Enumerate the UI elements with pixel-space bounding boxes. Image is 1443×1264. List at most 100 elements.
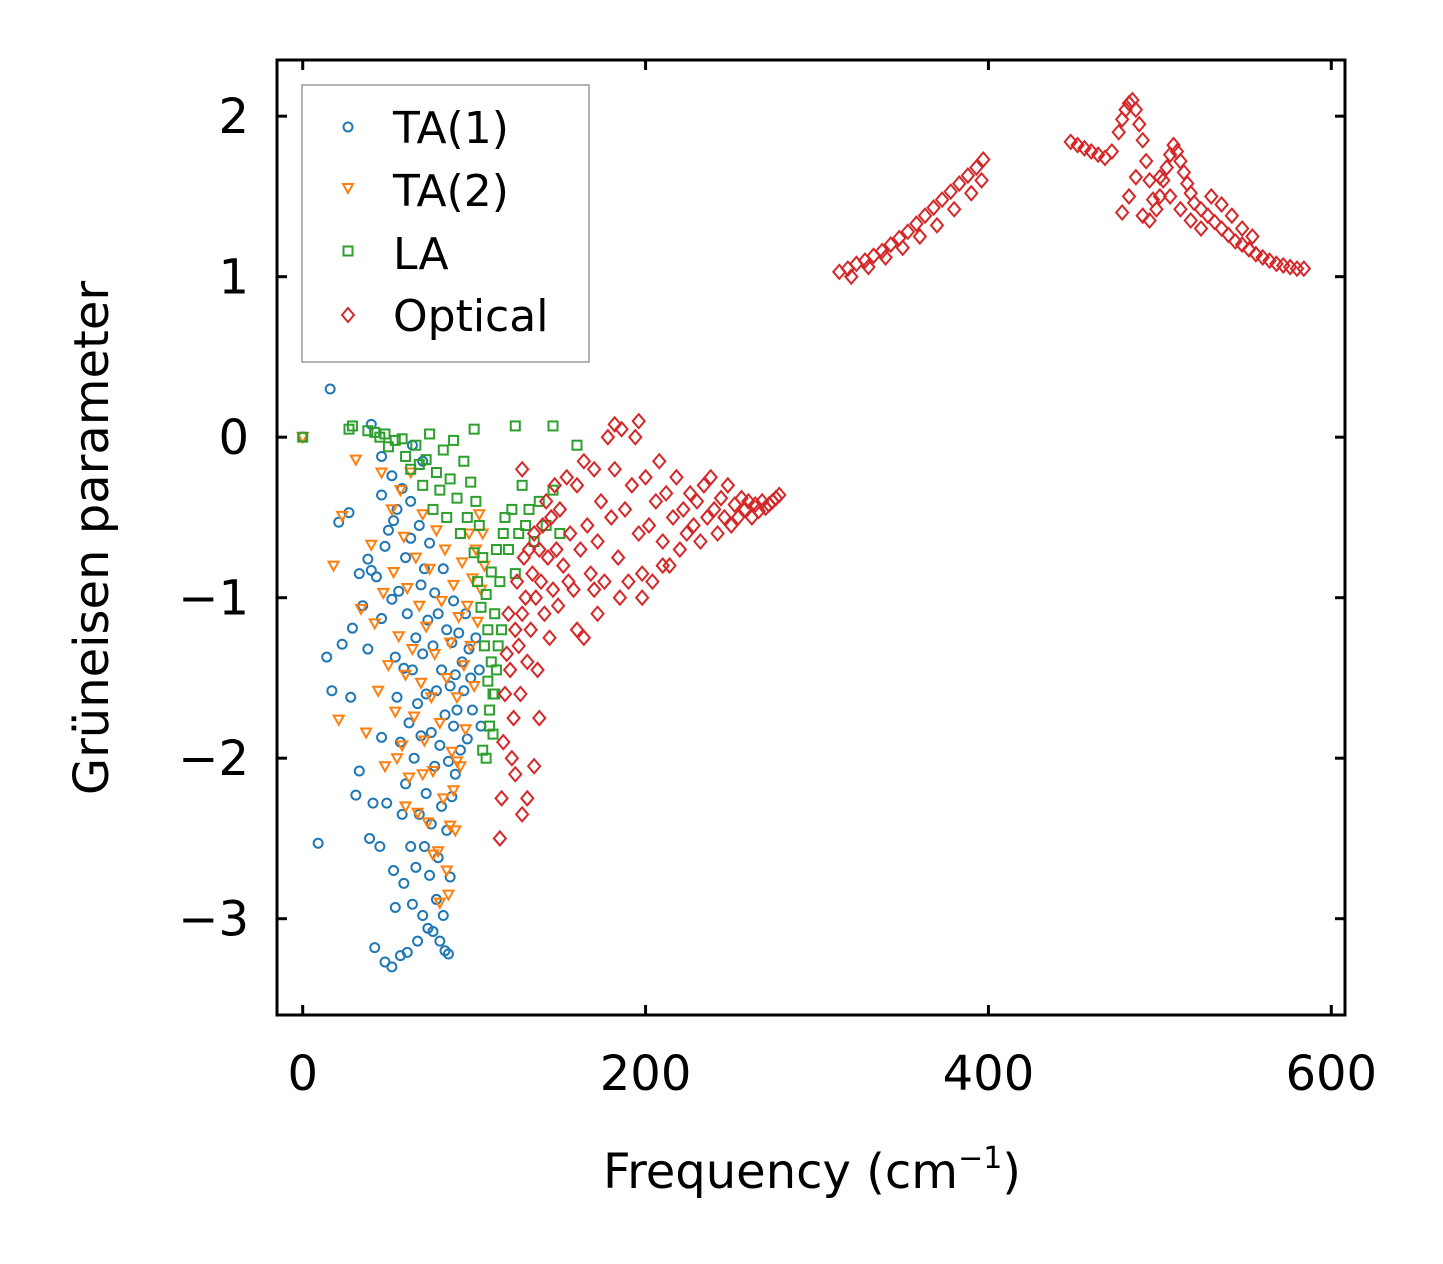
data-point-la	[502, 544, 514, 556]
data-point-optical	[1083, 142, 1099, 161]
data-point-optical	[747, 496, 763, 514]
y-tick-label: 0	[218, 410, 249, 466]
data-point-optical	[549, 541, 564, 559]
data-point-optical	[917, 207, 933, 225]
data-point-ta1	[434, 935, 446, 947]
data-point-optical	[686, 516, 701, 534]
data-point-ta1	[458, 685, 470, 697]
data-point-optical	[974, 171, 989, 189]
data-point-optical	[1121, 94, 1137, 112]
data-point-ta1	[362, 643, 374, 655]
data-point-ta2	[428, 648, 442, 661]
data-point-ta2	[443, 637, 457, 650]
data-point-optical	[730, 508, 746, 526]
data-point-ta1	[437, 909, 449, 921]
data-point-optical	[878, 248, 893, 266]
data-point-optical	[547, 476, 563, 494]
x-axis-label-suffix: )	[1002, 1144, 1021, 1200]
data-point-optical	[627, 428, 643, 446]
data-point-optical	[607, 415, 623, 433]
data-point-optical	[665, 508, 681, 526]
data-point-la	[523, 503, 535, 515]
data-point-optical	[1183, 211, 1199, 230]
data-point-optical	[555, 557, 571, 575]
data-point-ta2	[395, 740, 409, 753]
data-point-ta1	[324, 383, 336, 395]
data-point-optical	[645, 573, 660, 591]
data-point-optical	[514, 805, 530, 823]
data-point-optical	[586, 581, 602, 599]
data-point-optical	[590, 532, 605, 551]
data-point-ta1	[410, 861, 422, 873]
data-point-optical	[514, 460, 530, 478]
data-point-ta1	[405, 495, 417, 507]
data-point-optical	[1214, 195, 1229, 213]
data-point-optical	[586, 460, 602, 478]
data-point-ta1	[401, 946, 413, 958]
data-point-ta2	[438, 544, 452, 557]
data-point-ta2	[464, 640, 478, 653]
data-point-ta2	[472, 509, 486, 522]
data-point-optical	[843, 268, 859, 286]
data-point-ta1	[388, 515, 400, 527]
data-point-ta2	[412, 600, 426, 613]
data-point-optical	[559, 468, 575, 486]
data-point-ta1	[461, 733, 473, 745]
data-point-la	[487, 688, 499, 700]
data-point-ta1	[393, 585, 405, 597]
data-point-optical	[569, 476, 585, 494]
data-point-ta1	[389, 651, 401, 663]
points-layer	[296, 91, 1312, 973]
data-point-optical	[720, 476, 736, 494]
data-point-optical	[706, 500, 722, 518]
data-point-la	[448, 434, 460, 446]
data-point-optical	[607, 460, 623, 478]
data-point-optical	[542, 629, 557, 647]
data-point-la	[520, 519, 532, 531]
legend-item-la: LA	[342, 229, 449, 280]
data-point-optical	[634, 589, 650, 607]
data-point-optical	[1104, 142, 1120, 161]
data-point-optical	[703, 468, 719, 486]
data-point-ta2	[445, 746, 459, 759]
data-point-optical	[717, 508, 732, 526]
x-tick-label: 400	[943, 1046, 1035, 1102]
data-point-optical	[696, 476, 712, 494]
data-point-ta1	[362, 553, 374, 565]
data-point-optical	[1121, 187, 1137, 205]
data-point-la	[444, 473, 456, 485]
data-point-ta1	[473, 664, 485, 676]
data-point-ta1	[376, 450, 388, 462]
data-point-ta2	[436, 793, 450, 806]
data-point-ta2	[448, 825, 462, 838]
data-point-optical	[519, 789, 535, 807]
data-point-ta1	[410, 632, 422, 644]
data-point-optical	[617, 500, 633, 518]
data-point-optical	[1234, 219, 1250, 238]
data-point-optical	[1173, 200, 1188, 218]
data-point-optical	[1159, 159, 1175, 177]
data-point-optical	[1135, 207, 1151, 225]
data-point-ta1	[413, 519, 425, 531]
data-point-ta1	[441, 624, 453, 636]
data-point-ta2	[429, 525, 444, 538]
data-point-la	[513, 527, 525, 539]
series-ta2	[296, 432, 492, 910]
data-point-optical	[651, 452, 667, 470]
data-point-optical	[943, 183, 959, 201]
data-point-la	[482, 675, 494, 687]
data-point-optical	[1245, 228, 1260, 246]
x-axis-label-text: Frequency (cm	[603, 1144, 958, 1200]
data-point-optical	[1131, 115, 1147, 133]
data-point-optical	[526, 524, 542, 543]
data-point-ta2	[422, 563, 437, 576]
data-point-ta1	[463, 643, 475, 655]
data-point-ta1	[374, 840, 386, 852]
data-point-ta2	[349, 454, 363, 467]
data-point-la	[417, 479, 429, 491]
data-point-ta1	[406, 439, 418, 451]
data-point-optical	[699, 508, 715, 526]
y-tick-label: −3	[178, 892, 249, 948]
data-point-ta1	[444, 871, 456, 883]
data-point-optical	[1207, 213, 1223, 231]
